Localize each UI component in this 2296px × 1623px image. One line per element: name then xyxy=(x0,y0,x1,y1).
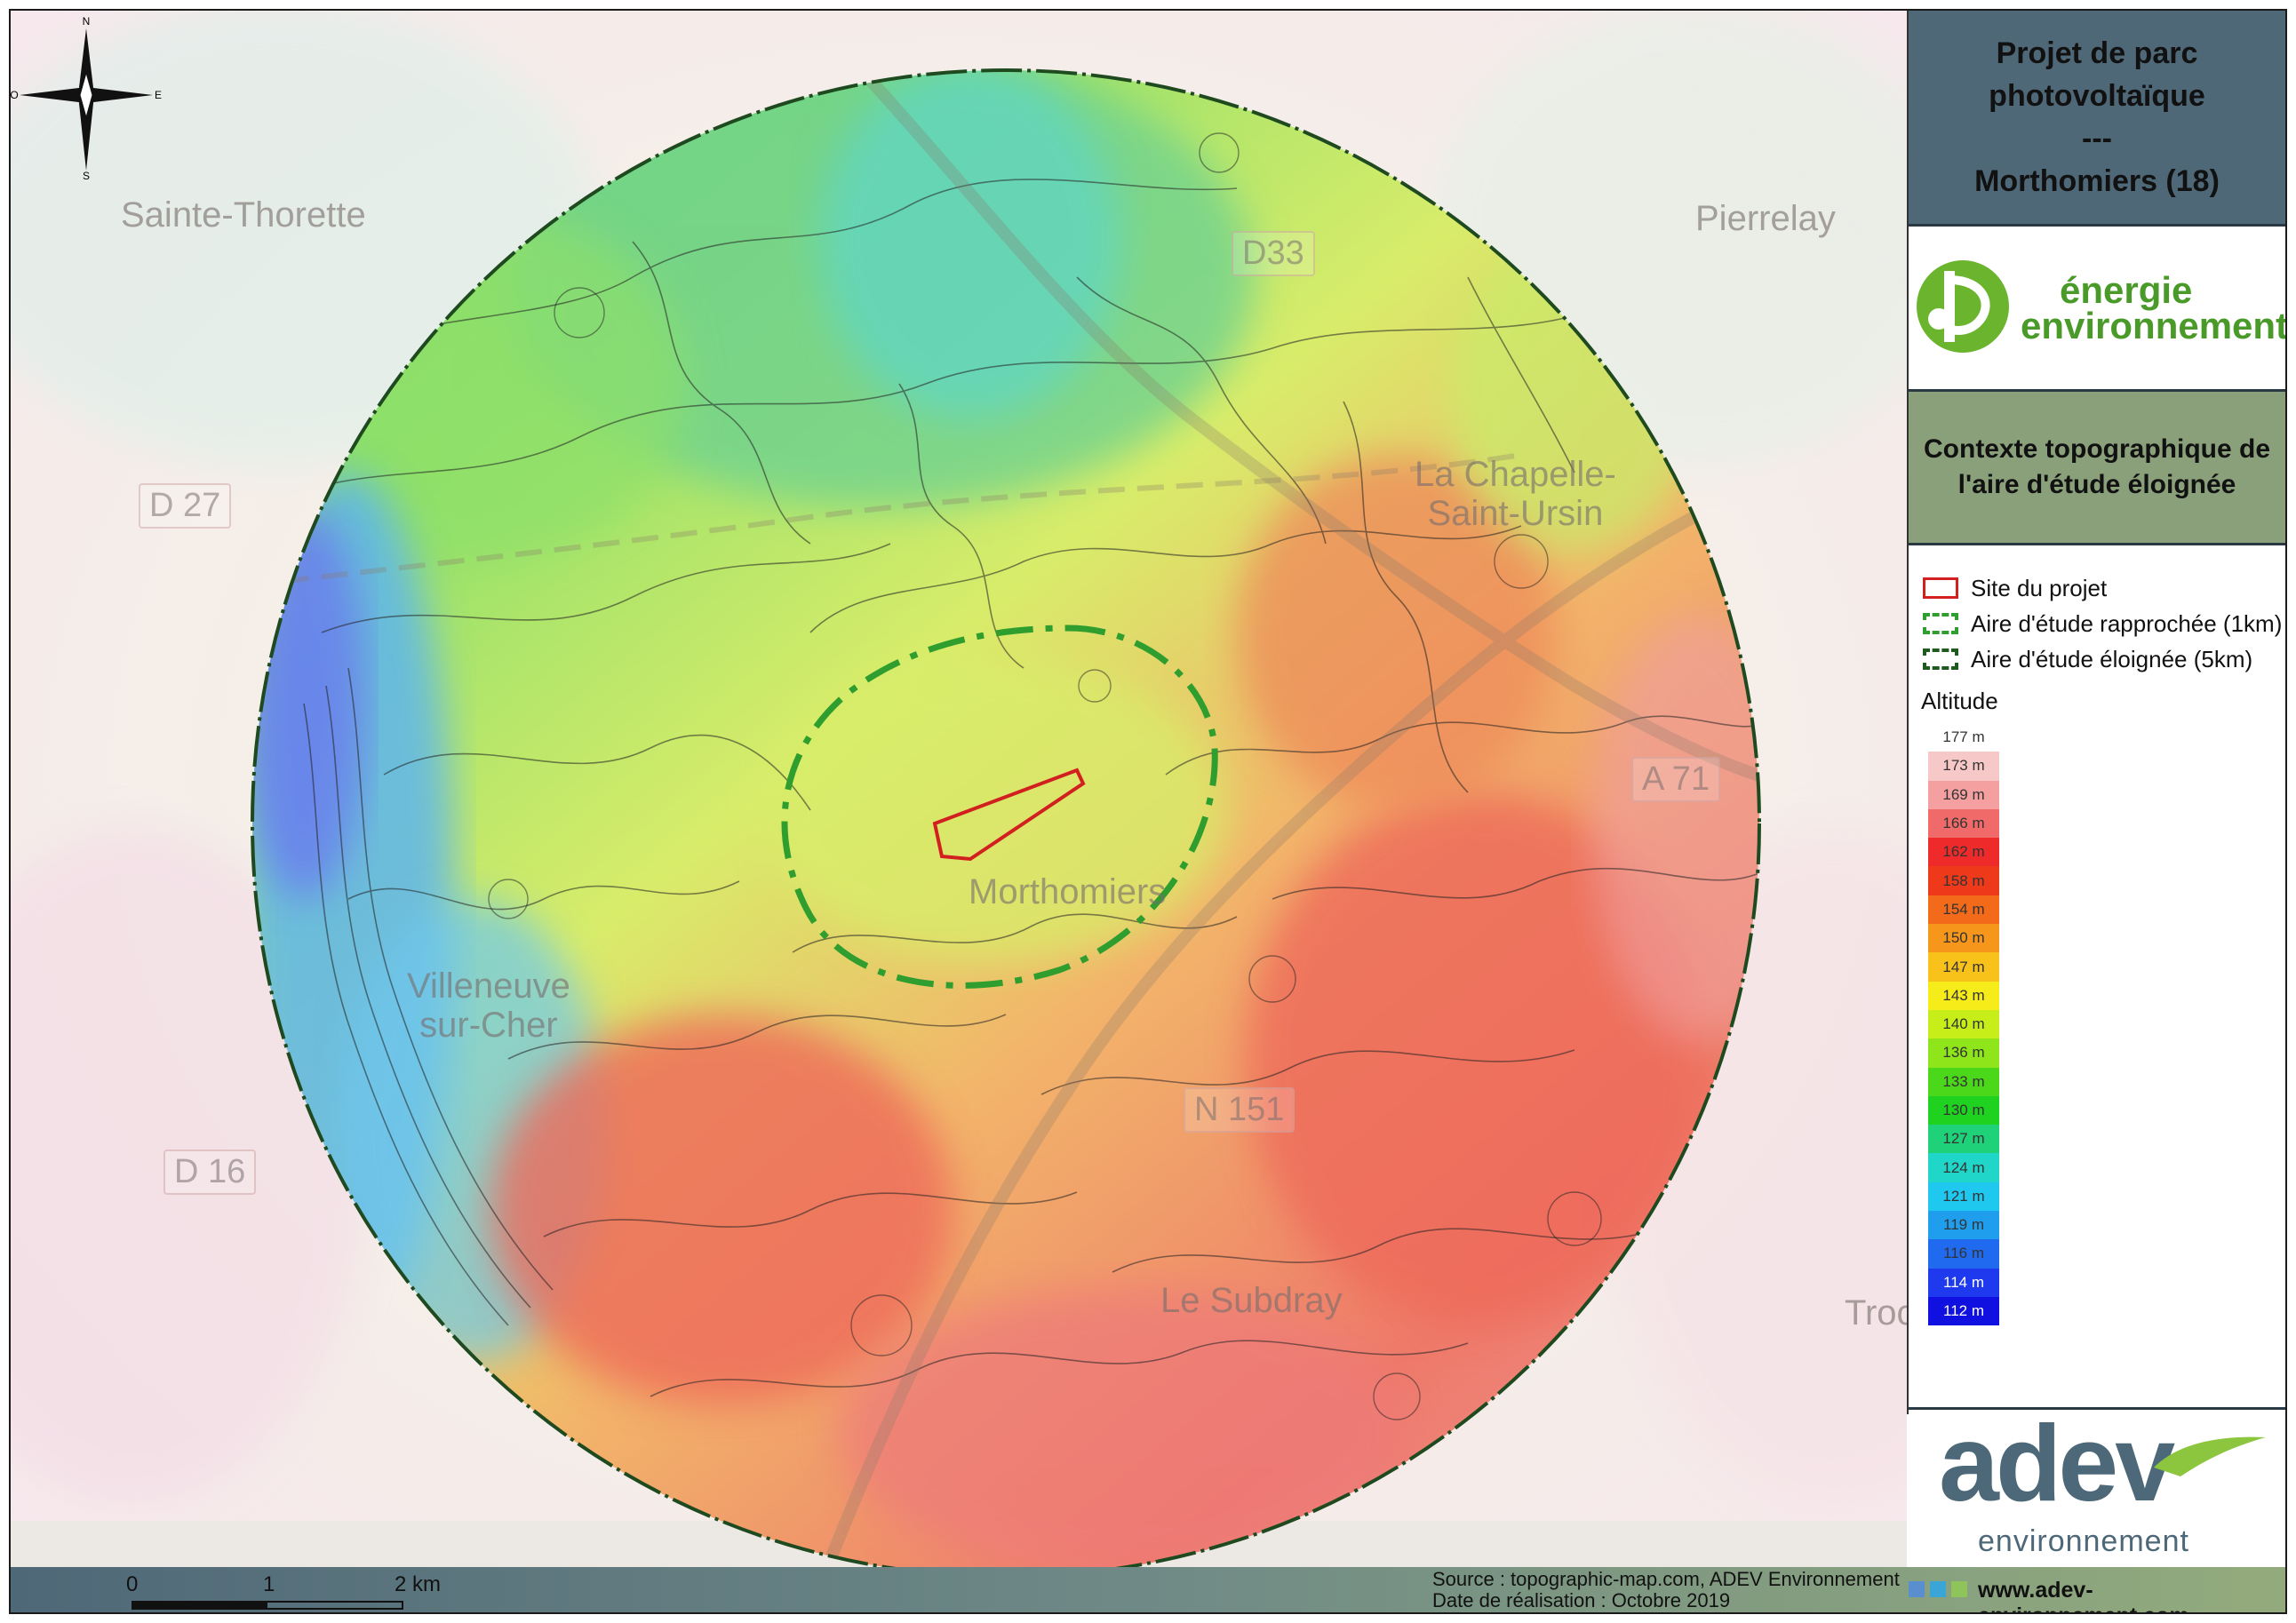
website-link[interactable]: www.adev-environnement.com xyxy=(1978,1578,2189,1612)
footer-square-2-icon xyxy=(1930,1581,1946,1597)
altitude-ramp-cell: 140 m xyxy=(1928,1009,1999,1039)
legend-symbol-far-area-icon xyxy=(1923,648,1958,670)
compass-east: E xyxy=(155,89,162,101)
map-area[interactable]: Sainte-Thorette Pierrelay La Chapelle- S… xyxy=(11,11,1907,1567)
ee-logo-word-1: énergie xyxy=(2060,269,2193,311)
altitude-ramp-cell: 114 m xyxy=(1928,1268,1999,1297)
altitude-ramp-cell: 147 m xyxy=(1928,952,1999,982)
scale-label-0: 0 xyxy=(126,1572,139,1596)
altitude-ramp-cell: 143 m xyxy=(1928,981,1999,1010)
altitude-ramp-cell: 150 m xyxy=(1928,924,1999,953)
legend: Site du projet Aire d'étude rapprochée (… xyxy=(1909,545,2285,1410)
compass-north: N xyxy=(83,15,91,28)
altitude-ramp-cell: 119 m xyxy=(1928,1211,1999,1240)
source-text: Source : topographic-map.com, ADEV Envir… xyxy=(1432,1568,1900,1590)
legend-label-far-area: Aire d'étude éloignée (5km) xyxy=(1971,645,2253,672)
road-label-d27: D 27 xyxy=(139,483,232,529)
title-box: Projet de parc photovoltaïque --- Mortho… xyxy=(1909,11,2285,227)
altitude-ramp-cell: 127 m xyxy=(1928,1125,1999,1154)
scale-label-1: 1 xyxy=(263,1572,275,1596)
place-la-chapelle-line1: La Chapelle- xyxy=(1415,455,1616,494)
title-line-2: photovoltaïque xyxy=(1989,79,2205,113)
title-line-1: Projet de parc xyxy=(1996,36,2198,70)
scale-bar xyxy=(132,1601,403,1610)
ee-logo-word-2: environnement xyxy=(2021,305,2287,346)
legend-item-site: Site du projet xyxy=(1923,572,2107,604)
altitude-ramp-cell: 136 m xyxy=(1928,1038,1999,1068)
place-la-chapelle-line2: Saint-Ursin xyxy=(1427,494,1604,533)
scale-bar-segment xyxy=(133,1603,267,1608)
altitude-ramp: 177 m 173 m 169 m 166 m 162 m 158 m 154 m 150 m… xyxy=(1928,723,1999,1326)
title-line-3: --- xyxy=(2082,122,2112,155)
energie-environnement-logo: énergie environnement xyxy=(1909,227,2285,392)
adev-logo-word: adev xyxy=(1939,1403,2175,1524)
footer-square-3-icon xyxy=(1951,1581,1967,1597)
altitude-ramp-cell: 177 m xyxy=(1928,723,1999,752)
compass-west: O xyxy=(11,89,19,101)
footer-bar: 0 1 2 km Source : topographic-map.com, A… xyxy=(11,1567,2285,1612)
road-label-d16: D 16 xyxy=(163,1150,257,1195)
legend-symbol-near-area-icon xyxy=(1923,613,1958,634)
adev-logo-leaf-icon xyxy=(2154,1436,2266,1476)
legend-symbol-site-icon xyxy=(1923,577,1958,599)
legend-label-near-area: Aire d'étude rapprochée (1km) xyxy=(1971,609,2283,637)
subtitle-line-1: Contexte topographique de xyxy=(1924,434,2270,464)
title-line-4: Morthomiers (18) xyxy=(1974,164,2220,198)
project-site-outline xyxy=(932,768,1086,862)
legend-label-site: Site du projet xyxy=(1971,574,2108,601)
subtitle-box: Contexte topographique de l'aire d'étude… xyxy=(1909,392,2285,545)
altitude-ramp-cell: 116 m xyxy=(1928,1239,1999,1269)
place-villeneuve: Villeneuve sur-Cher xyxy=(407,967,570,1045)
altitude-ramp-cell: 124 m xyxy=(1928,1153,1999,1182)
place-le-subdray: Le Subdray xyxy=(1160,1281,1343,1320)
topographic-map xyxy=(11,11,1907,1567)
altitude-ramp-cell: 154 m xyxy=(1928,895,1999,925)
place-villeneuve-line1: Villeneuve xyxy=(407,967,570,1006)
adev-logo: adev environnement xyxy=(1907,1405,2285,1567)
place-sainte-thorette: Sainte-Thorette xyxy=(121,195,366,235)
legend-item-near-area: Aire d'étude rapprochée (1km) xyxy=(1923,608,2282,640)
compass-south: S xyxy=(83,170,90,179)
altitude-ramp-cell: 121 m xyxy=(1928,1181,1999,1212)
altitude-ramp-cell: 112 m xyxy=(1928,1296,1999,1326)
altitude-ramp-cell: 158 m xyxy=(1928,866,1999,895)
ee-logo-mark-icon xyxy=(1917,260,2009,353)
near-study-area-outline xyxy=(781,625,1218,989)
road-label-a71: A 71 xyxy=(1631,757,1721,802)
scale-label-2: 2 km xyxy=(395,1572,442,1596)
footer-square-1-icon xyxy=(1909,1581,1925,1597)
compass-rose-icon: N S E O xyxy=(11,15,162,179)
source-credits: Source : topographic-map.com, ADEV Envir… xyxy=(1432,1569,1900,1611)
side-panel: Projet de parc photovoltaïque --- Mortho… xyxy=(1907,11,2285,1567)
altitude-ramp-cell: 130 m xyxy=(1928,1095,1999,1126)
place-morthomiers: Morthomiers xyxy=(969,872,1167,911)
legend-item-far-area: Aire d'étude éloignée (5km) xyxy=(1923,643,2252,675)
altitude-ramp-cell: 166 m xyxy=(1928,808,1999,839)
altitude-ramp-cell: 169 m xyxy=(1928,780,1999,809)
place-troc: Troc xyxy=(1845,1293,1907,1333)
road-label-d33: D33 xyxy=(1232,231,1315,276)
map-sheet: Sainte-Thorette Pierrelay La Chapelle- S… xyxy=(9,9,2287,1614)
altitude-ramp-cell: 162 m xyxy=(1928,838,1999,867)
altitude-ramp-cell: 133 m xyxy=(1928,1067,1999,1096)
road-label-n151: N 151 xyxy=(1184,1087,1295,1133)
subtitle-line-2: l'aire d'étude éloignée xyxy=(1957,470,2236,499)
place-pierrelay: Pierrelay xyxy=(1695,199,1836,238)
altitude-title: Altitude xyxy=(1921,688,1998,714)
altitude-ramp-cell: 173 m xyxy=(1928,752,1999,781)
adev-logo-subtitle: environnement xyxy=(1978,1524,2189,1558)
place-la-chapelle: La Chapelle- Saint-Ursin xyxy=(1415,455,1616,533)
date-text: Date de réalisation : Octobre 2019 xyxy=(1432,1589,1731,1611)
place-villeneuve-line2: sur-Cher xyxy=(419,1006,558,1045)
